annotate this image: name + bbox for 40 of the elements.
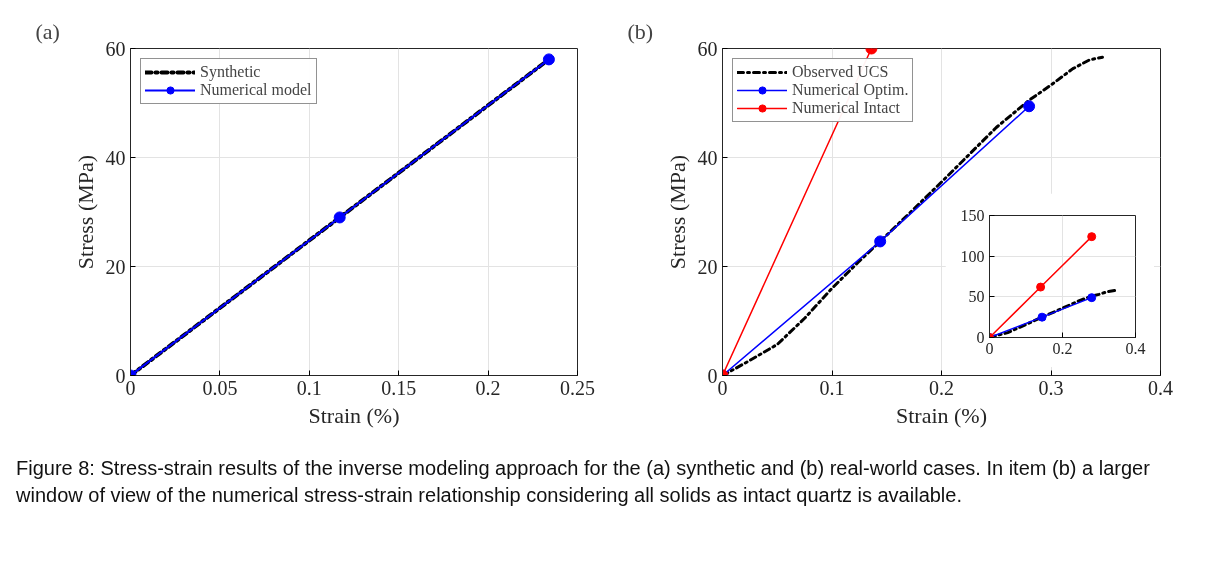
point [542, 53, 555, 66]
point [1087, 232, 1097, 242]
legend-label: Observed UCS [792, 63, 889, 81]
y-tick-label: 40 [105, 146, 126, 169]
chart-title: (b) [627, 18, 654, 44]
y-axis-title: Stress (MPa) [72, 154, 98, 270]
x-tick-label: 0.2 [475, 376, 501, 399]
legend-label: Numerical model [200, 81, 312, 99]
x-tick-label: 0.25 [560, 376, 595, 399]
x-tick-label: 0.2 [929, 376, 954, 399]
x-tick-label: 0.1 [296, 376, 322, 399]
y-axis-title: Stress (MPa) [664, 154, 690, 270]
y-tick-label: 50 [968, 288, 985, 306]
legend-label: Numerical Optim. [792, 81, 909, 99]
caption: Figure 8: Stress-strain results of the inverse modeling approach for the (a) synthetic and (b) real-world cases. In item (b) a larger window of view of the numerical stress-strain relationship considering all solids as intact quartz is available. [16, 456, 1151, 508]
x-tick-label: 0.2 [1052, 339, 1073, 357]
y-tick-label: 40 [697, 146, 718, 169]
x-tick-label: 0.1 [819, 376, 845, 399]
x-tick-label: 0.15 [381, 376, 417, 399]
point [874, 235, 887, 248]
y-tick-label: 100 [960, 247, 985, 265]
chart-title: (a) [35, 18, 60, 44]
point [333, 211, 346, 224]
point [1087, 293, 1097, 303]
point [1023, 100, 1036, 113]
x-axis-title: Strain (%) [895, 402, 988, 428]
y-tick-label: 60 [105, 37, 126, 60]
y-tick-label: 150 [960, 207, 985, 224]
legend-label: Synthetic [200, 63, 261, 81]
y-tick-label: 20 [105, 255, 126, 278]
point [1037, 312, 1047, 322]
x-tick-label: 0.05 [202, 376, 238, 399]
point [1036, 282, 1046, 292]
x-tick-label: 0.4 [1125, 339, 1146, 357]
legend-label: Numerical Intact [792, 99, 900, 117]
x-axis-title: Strain (%) [308, 402, 400, 428]
x-tick-label: 0.3 [1038, 376, 1064, 399]
y-tick-label: 20 [697, 255, 718, 278]
x-tick-label: 0.4 [1148, 376, 1173, 399]
y-tick-label: 60 [697, 37, 718, 60]
